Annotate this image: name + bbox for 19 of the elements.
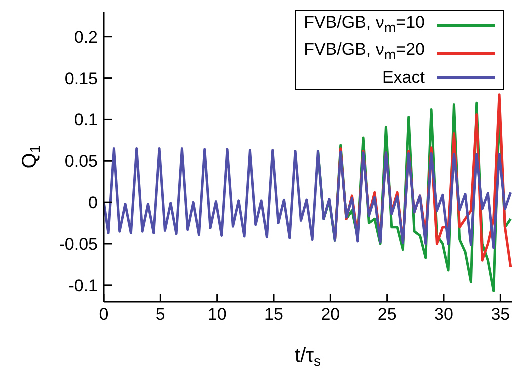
y-tick-label: -0.1 [68, 276, 98, 296]
x-tick-label: 15 [264, 305, 284, 324]
legend-label: Exact [382, 66, 425, 88]
x-tick-label: 10 [208, 305, 227, 324]
x-axis-title: t/τ$_{s}$ [294, 345, 322, 370]
line-series [104, 147, 512, 250]
y-tick-label: 0.05 [64, 152, 98, 172]
legend-label: FVB/GB, ν$_{m}$=20 [304, 39, 425, 66]
y-tick-label: 0.1 [74, 110, 98, 130]
y-tick-label: 0.2 [74, 28, 98, 47]
x-tick-label: 20 [321, 305, 340, 324]
x-tick-label: 5 [156, 305, 166, 324]
y-tick-label: 0 [88, 194, 98, 213]
y-tick-label: -0.05 [59, 235, 98, 254]
y-tick-label: 0.15 [64, 69, 98, 88]
x-tick-label: 25 [378, 305, 397, 324]
x-tick-label: 30 [434, 305, 454, 324]
x-tick-label: 35 [491, 305, 510, 324]
legend-label: FVB/GB, ν$_{m}$=10 [304, 12, 425, 38]
